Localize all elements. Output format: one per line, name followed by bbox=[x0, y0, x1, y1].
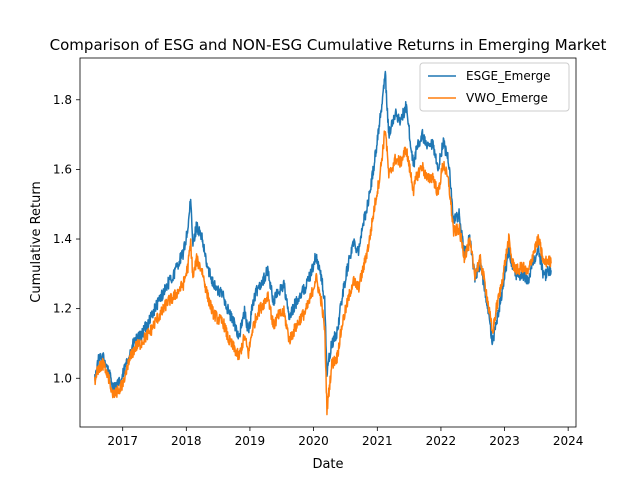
y-tick-label-1.0: 1.0 bbox=[53, 371, 72, 385]
y-axis: 1.0 1.2 1.4 1.6 1.8 bbox=[53, 93, 80, 385]
y-tick-label-1.4: 1.4 bbox=[53, 232, 72, 246]
x-tick-label-2024: 2024 bbox=[553, 434, 584, 448]
legend: ESGE_Emerge VWO_Emerge bbox=[419, 62, 570, 112]
x-tick-label-2021: 2021 bbox=[362, 434, 393, 448]
plot-area bbox=[94, 70, 552, 416]
y-tick-label-1.8: 1.8 bbox=[53, 93, 72, 107]
series-line-vwo-emerge bbox=[94, 130, 552, 416]
legend-label-vwo: VWO_Emerge bbox=[466, 91, 548, 105]
series-layer bbox=[94, 70, 552, 416]
legend-box bbox=[419, 62, 570, 112]
legend-label-esge: ESGE_Emerge bbox=[466, 69, 550, 83]
y-axis-label: Cumulative Return bbox=[29, 181, 44, 302]
x-tick-label-2020: 2020 bbox=[298, 434, 329, 448]
x-tick-label-2022: 2022 bbox=[426, 434, 457, 448]
plot-frame bbox=[79, 57, 577, 428]
chart-title: Comparison of ESG and NON-ESG Cumulative… bbox=[50, 36, 607, 54]
y-tick-label-1.2: 1.2 bbox=[53, 302, 72, 316]
x-tick-label-2019: 2019 bbox=[235, 434, 266, 448]
y-tick-label-1.6: 1.6 bbox=[53, 162, 72, 176]
x-axis-label: Date bbox=[312, 457, 343, 472]
x-tick-label-2017: 2017 bbox=[107, 434, 138, 448]
x-tick-label-2018: 2018 bbox=[171, 434, 202, 448]
x-axis: 2017 2018 2019 2020 2021 2022 2023 2024 bbox=[107, 427, 583, 448]
x-tick-label-2023: 2023 bbox=[489, 434, 520, 448]
